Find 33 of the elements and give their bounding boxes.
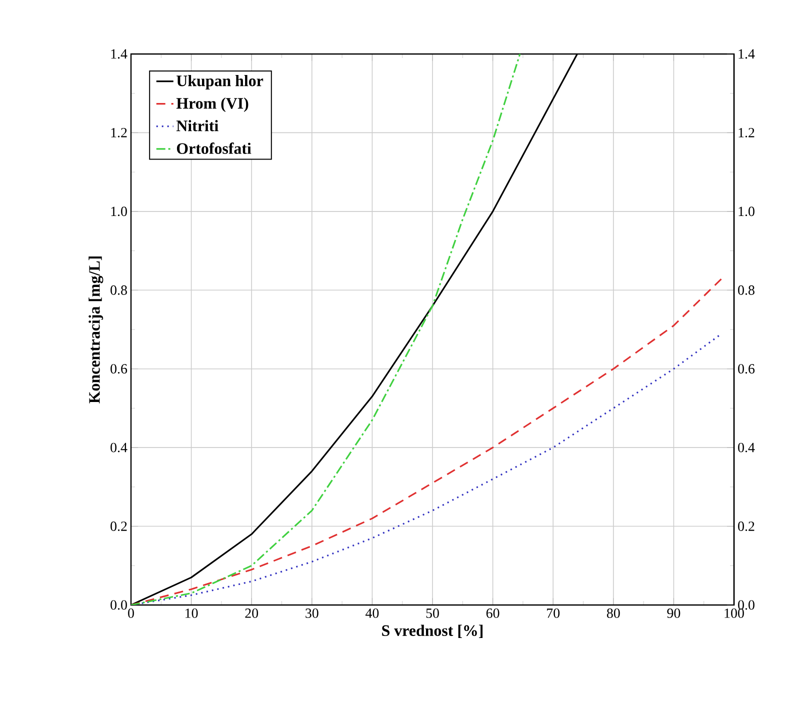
y-tick-label: 1.0 (111, 206, 127, 216)
legend-label: Ortofosfati (176, 142, 252, 154)
x-tick-label: 20 (245, 608, 258, 618)
y-tick-label: 0.6 (110, 364, 128, 374)
x-tick-label: 100 (724, 608, 744, 618)
x-tick-label: 10 (186, 608, 198, 618)
y-tick-label: 0.8 (110, 285, 127, 295)
x-tick-label: 0 (128, 608, 134, 618)
x-tick-label: 90 (667, 608, 680, 618)
y2-tick-label: 0.4 (738, 442, 755, 452)
legend-label: Hrom (VI) (176, 98, 248, 112)
y2-tick-label: 0.0 (738, 600, 754, 610)
x-axis-title: S vrednost [%] (382, 624, 483, 638)
x-tick-label: 80 (606, 608, 620, 618)
x-tick-label: 40 (365, 608, 379, 618)
x-tick-label: 70 (547, 608, 560, 618)
y2-tick-label: 1.0 (738, 206, 754, 216)
x-tick-label: 30 (306, 608, 318, 618)
y-axis-title: Koncentracija [mg/L] (88, 256, 104, 404)
legend-label: Nitriti (176, 120, 218, 132)
y-tick-label: 0.2 (110, 522, 127, 532)
y2-tick-label: 0.2 (738, 522, 754, 532)
y2-tick-label: 0.6 (738, 364, 755, 374)
x-tick-label: 60 (486, 608, 500, 618)
legend-label: Ukupan hlor (176, 75, 264, 90)
y2-tick-label: 0.8 (738, 285, 754, 295)
y2-tick-label: 1.2 (738, 128, 754, 138)
y2-tick-label: 1.4 (738, 49, 755, 59)
y-tick-label: 1.4 (111, 49, 128, 59)
y-tick-label: 0.4 (110, 442, 128, 452)
x-tick-label: 50 (426, 608, 439, 618)
y-tick-label: 0.0 (110, 600, 127, 610)
y-tick-label: 1.2 (111, 128, 127, 138)
